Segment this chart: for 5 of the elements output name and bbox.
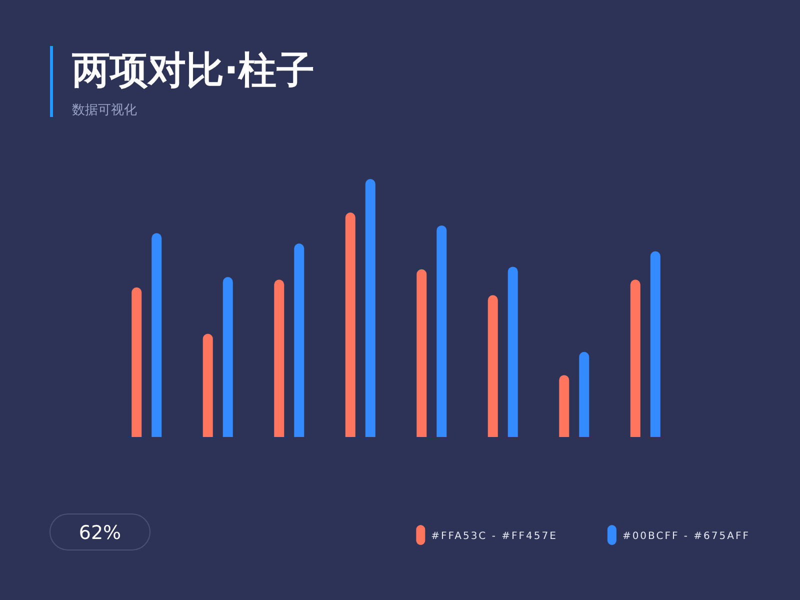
- title: 两项对比·柱子: [72, 48, 314, 92]
- legend-label: #00BCFF - #675AFF: [622, 531, 750, 542]
- annotation: 62%: [78, 522, 122, 544]
- legend-label: #FFA53C - #FF457E: [431, 531, 558, 542]
- subtitle: 数据可视化: [72, 103, 137, 118]
